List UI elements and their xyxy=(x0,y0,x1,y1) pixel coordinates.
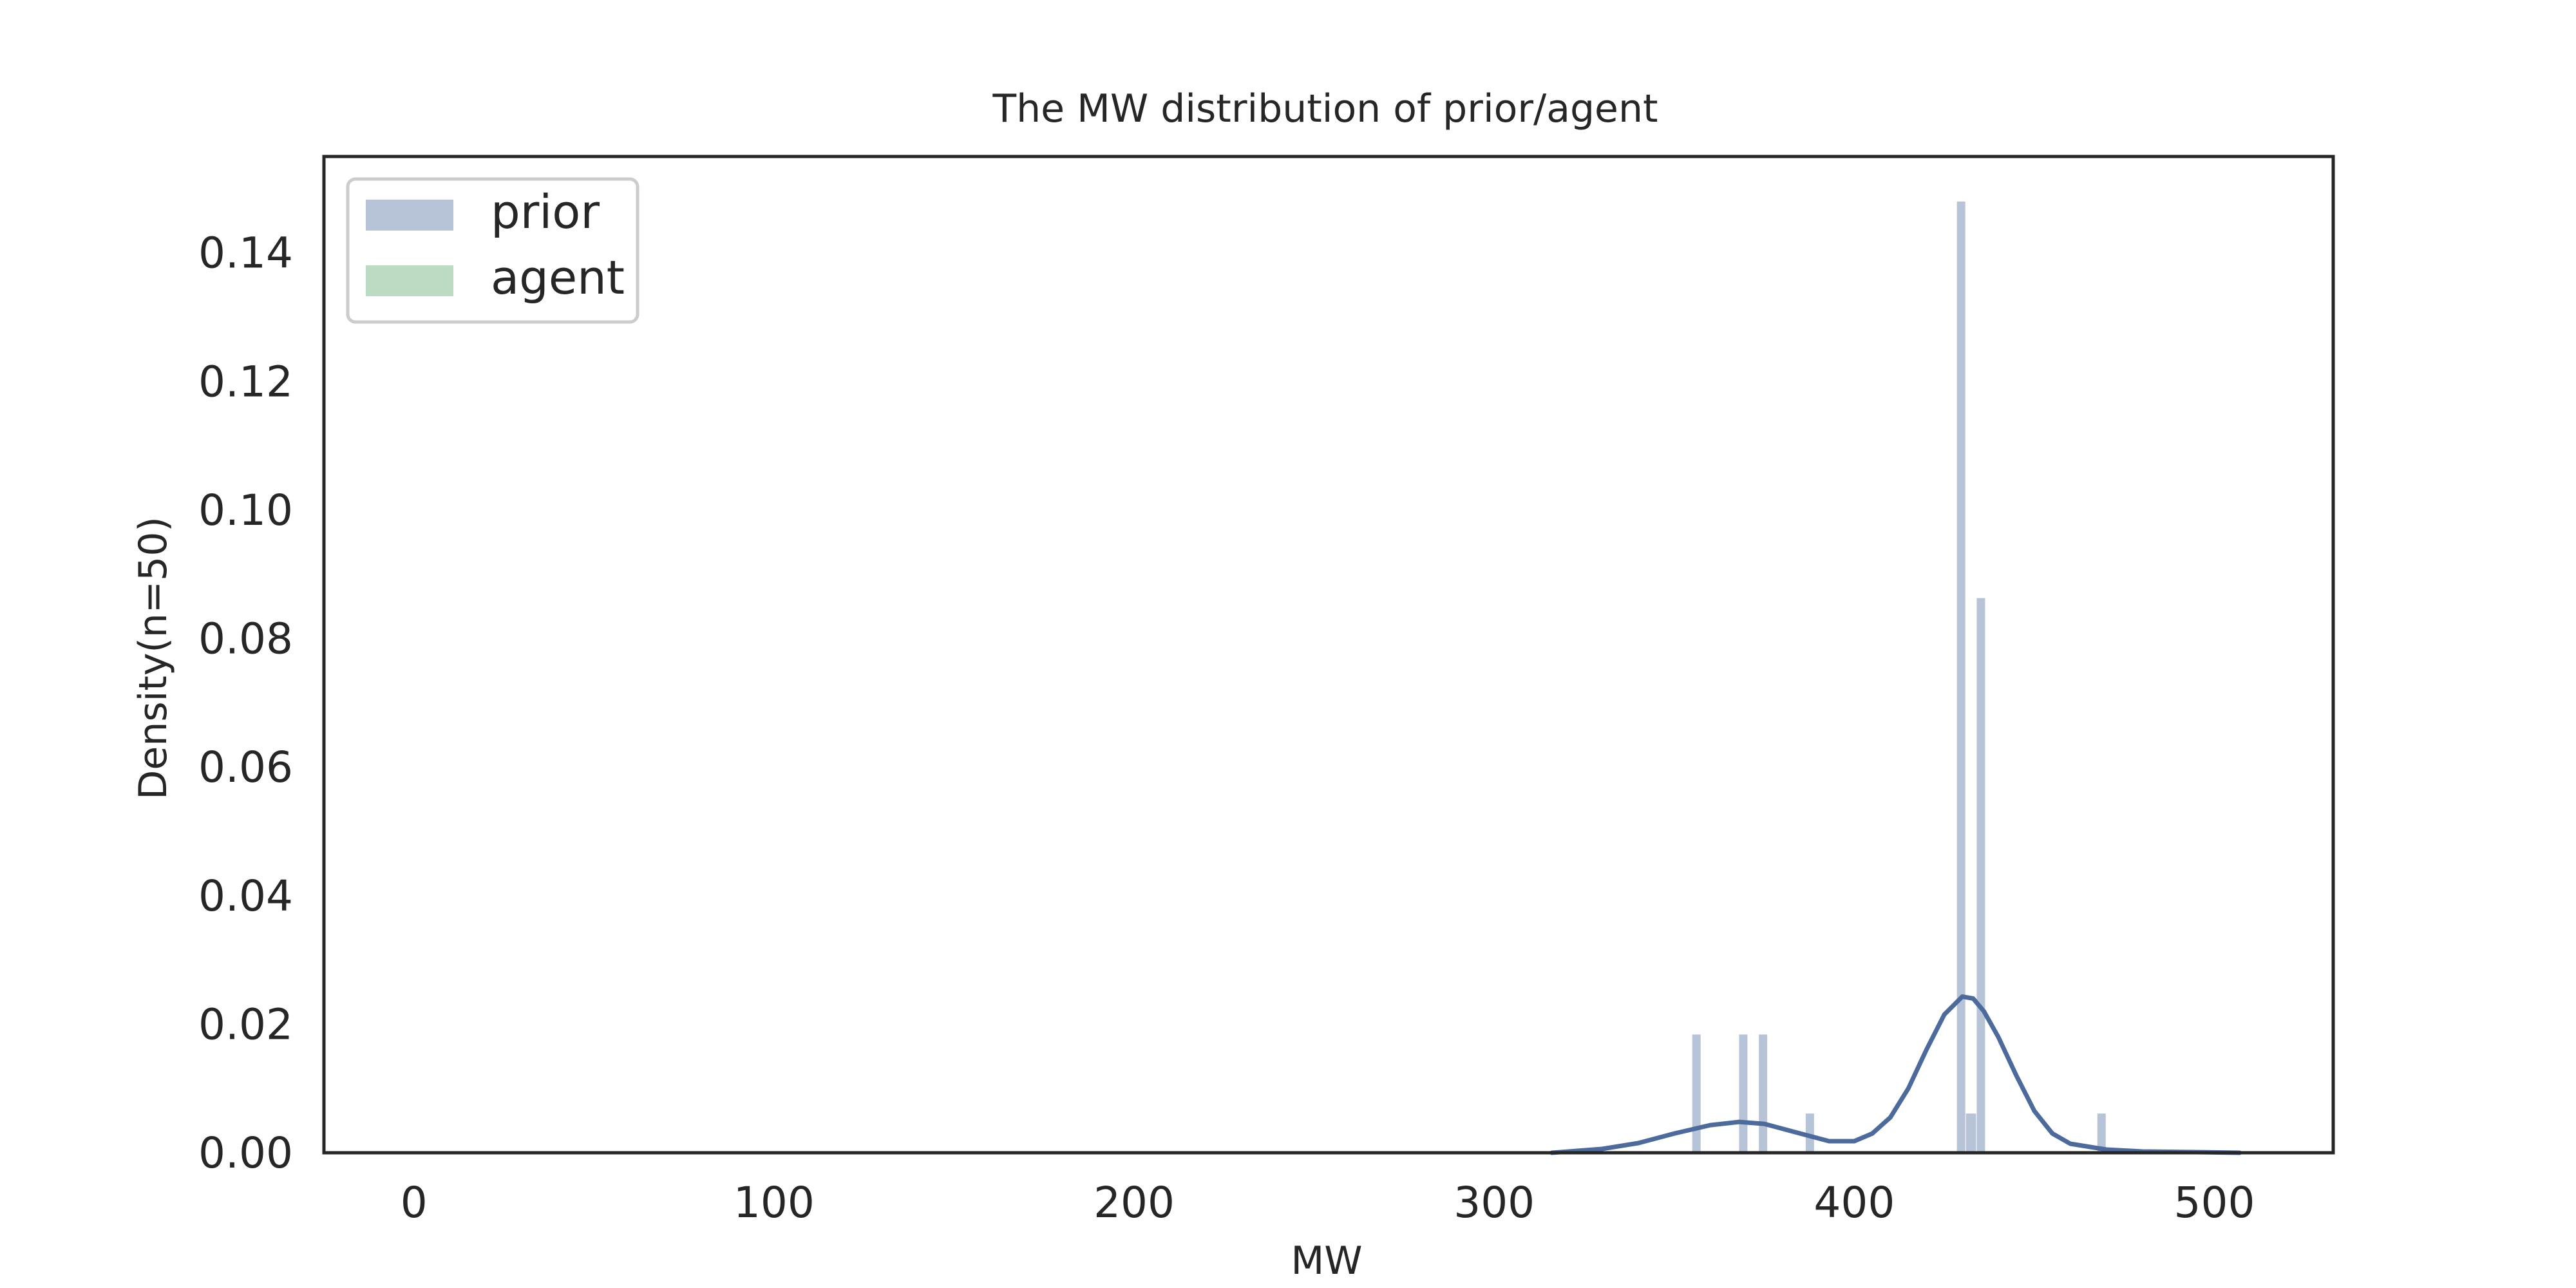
y-tick-label-6: 0.12 xyxy=(198,357,293,406)
hist-bar-prior-6 xyxy=(1976,598,1985,1153)
legend-swatch-prior xyxy=(366,200,453,231)
y-tick-label-4: 0.08 xyxy=(198,614,293,664)
hist-bar-prior-3 xyxy=(1805,1113,1814,1153)
hist-bar-prior-1 xyxy=(1739,1034,1748,1153)
hist-bar-prior-0 xyxy=(1692,1034,1701,1153)
hist-bar-prior-2 xyxy=(1759,1034,1768,1153)
bars-layer xyxy=(1692,201,2106,1153)
y-tick-label-0: 0.00 xyxy=(198,1128,293,1178)
x-ticks: 0 100 200 300 400 500 xyxy=(401,1178,2255,1227)
y-tick-label-5: 0.10 xyxy=(198,486,293,535)
legend-swatch-agent xyxy=(366,265,453,296)
y-axis-label: Density(n=50) xyxy=(131,516,176,800)
x-tick-label-4: 400 xyxy=(1814,1178,1895,1227)
kde-line-prior xyxy=(1549,994,2242,1155)
kde-layer xyxy=(1549,994,2242,1155)
legend-frame xyxy=(346,177,639,324)
x-tick-label-3: 300 xyxy=(1454,1178,1535,1227)
hist-bar-prior-7 xyxy=(2097,1113,2106,1153)
legend: prior agent xyxy=(346,177,639,324)
legend-label-agent: agent xyxy=(491,251,625,305)
y-tick-label-2: 0.04 xyxy=(198,871,293,921)
x-tick-label-0: 0 xyxy=(401,1178,428,1227)
legend-label-prior: prior xyxy=(491,185,600,239)
x-tick-label-5: 500 xyxy=(2174,1178,2255,1227)
plot-frame xyxy=(322,155,2335,1155)
x-axis-label: MW xyxy=(1291,1238,1362,1283)
x-tick-label-2: 200 xyxy=(1094,1178,1175,1227)
chart-title: The MW distribution of prior/agent xyxy=(992,86,1658,131)
y-tick-label-3: 0.06 xyxy=(198,743,293,792)
hist-bar-prior-5 xyxy=(1965,1113,1976,1153)
hist-bar-prior-4 xyxy=(1956,201,1965,1153)
y-ticks: 0.00 0.02 0.04 0.06 0.08 0.10 0.12 0.14 xyxy=(198,229,293,1178)
y-tick-label-7: 0.14 xyxy=(198,229,293,278)
x-tick-label-1: 100 xyxy=(734,1178,815,1227)
y-tick-label-1: 0.02 xyxy=(198,999,293,1049)
